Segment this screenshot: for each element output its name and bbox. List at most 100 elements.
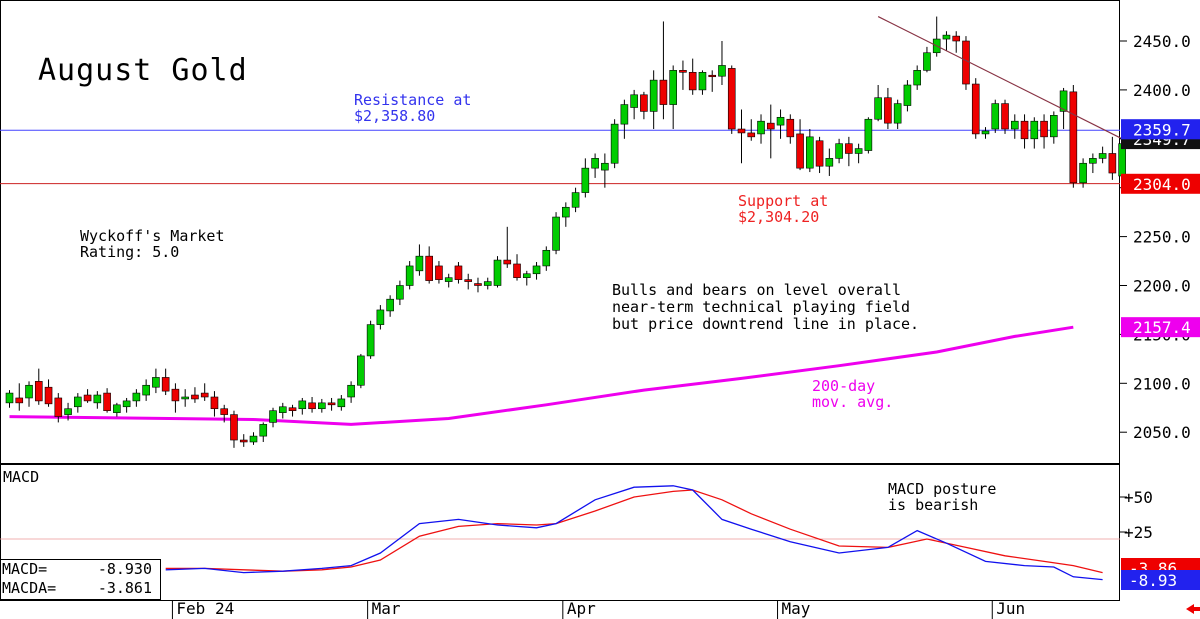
candle-body: [903, 84, 912, 106]
candle: [15, 383, 24, 411]
candle-body: [83, 394, 92, 402]
candle-body: [659, 79, 668, 105]
candle: [796, 119, 804, 171]
candle: [913, 65, 921, 90]
candle: [54, 393, 63, 423]
candle: [649, 70, 658, 130]
x-axis: Feb 24 Mar Apr May Jun: [171, 599, 1025, 619]
x-tick-label: Jun: [996, 599, 1025, 618]
candle: [454, 262, 463, 284]
candle-body: [649, 79, 658, 112]
chart-title: August Gold: [38, 53, 248, 88]
candle-body: [220, 408, 229, 415]
candle: [425, 246, 433, 284]
macd-readouts: MACD= -8.930 MACDA= -3.861: [2, 560, 152, 597]
candle-body: [122, 400, 131, 408]
candle-body: [610, 123, 619, 164]
candle: [269, 407, 277, 428]
candle: [464, 273, 473, 290]
candle-body: [288, 407, 297, 411]
candle: [444, 273, 453, 288]
macd-layer: +50+25-3.86-8.93: [0, 485, 1200, 590]
candle: [942, 31, 951, 51]
candle: [44, 379, 53, 407]
candle: [591, 153, 599, 178]
candle: [327, 397, 336, 411]
candle: [415, 244, 424, 276]
candle: [337, 395, 346, 411]
candle: [1010, 114, 1019, 139]
candle-body: [132, 392, 141, 402]
candle-body: [74, 396, 82, 408]
candle-body: [552, 216, 560, 251]
ma200-layer: [9, 325, 1074, 426]
x-tick-label: Mar: [372, 599, 401, 618]
candle-body: [181, 396, 189, 400]
candle: [845, 136, 853, 167]
price-tag: 2157.4: [1121, 317, 1200, 338]
candle-body: [952, 35, 961, 42]
candle-body: [591, 158, 599, 169]
x-tick-label: Apr: [567, 599, 596, 618]
candle-body: [15, 397, 24, 404]
candle: [1040, 114, 1048, 149]
candle: [679, 60, 687, 90]
candle-body: [269, 410, 277, 423]
candle-body: [386, 298, 394, 312]
x-tick-label: Feb 24: [176, 599, 234, 618]
candle-body: [962, 40, 970, 85]
candle-body: [171, 388, 180, 402]
candle: [688, 58, 697, 95]
candle: [532, 262, 541, 280]
candle: [854, 143, 863, 164]
commentary: Bulls and bears on level overall near-ter…: [612, 281, 919, 333]
candle: [249, 432, 258, 445]
candle-body: [503, 259, 512, 265]
macd-tag-bg: [1121, 570, 1200, 590]
readout-label: MACDA=: [2, 579, 56, 597]
candle: [562, 202, 570, 227]
candle-body: [620, 104, 629, 125]
candle: [1050, 111, 1058, 144]
candle-body: [532, 265, 541, 275]
candle-body: [698, 71, 707, 91]
macd-title: MACD: [3, 468, 39, 486]
candle-body: [630, 94, 638, 108]
candle-body: [191, 394, 199, 400]
downtrend-line: [877, 16, 1133, 145]
candle-body: [298, 400, 307, 410]
candle: [542, 246, 551, 271]
candle-body: [474, 283, 482, 286]
candle-body: [542, 249, 551, 267]
candle-body: [327, 402, 336, 406]
candle-body: [44, 386, 53, 405]
candle: [357, 353, 365, 389]
candle: [5, 390, 14, 408]
candle: [142, 379, 150, 401]
candle-body: [249, 435, 258, 443]
scroll-arrow-icon[interactable]: [1186, 604, 1200, 614]
candle-body: [923, 52, 931, 71]
candle-body: [93, 394, 102, 404]
candle-body: [1050, 115, 1058, 138]
candle-body: [259, 424, 268, 437]
y-tick-label: 2250.0: [1133, 228, 1191, 247]
price-tag-bg: [1121, 317, 1200, 338]
candle: [737, 109, 746, 164]
candle: [308, 396, 316, 413]
candle: [766, 104, 775, 159]
candle: [522, 270, 531, 286]
candle: [1030, 117, 1039, 149]
candle-body: [337, 398, 346, 408]
candle-body: [913, 70, 921, 86]
macd-annotation: MACD posture is bearish: [888, 480, 996, 514]
candle-body: [601, 162, 609, 171]
candle: [571, 187, 580, 213]
horizontal-levels: [0, 129, 1120, 185]
candle: [113, 402, 121, 417]
candle-body: [415, 255, 424, 272]
candle-body: [757, 120, 765, 135]
candle: [239, 434, 248, 447]
candle-body: [835, 143, 843, 159]
